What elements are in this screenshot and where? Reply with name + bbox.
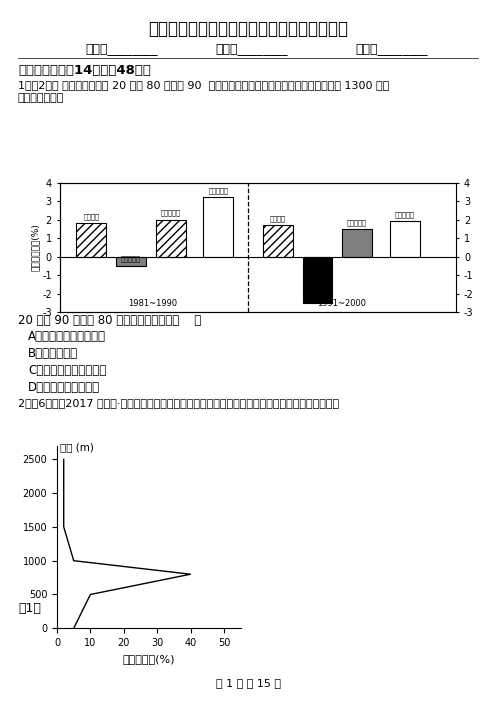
Text: 海拔 (m): 海拔 (m) (61, 442, 94, 452)
Y-axis label: 人口年变化率(%): 人口年变化率(%) (30, 223, 39, 272)
Bar (303, 257, 332, 303)
Text: 第 1 页 共 15 页: 第 1 页 共 15 页 (215, 678, 281, 688)
Bar (156, 220, 186, 257)
Text: 姓名：________: 姓名：________ (85, 42, 158, 55)
Text: 班级：________: 班级：________ (215, 42, 288, 55)
Text: 1．（2分） 下图示意某城市 20 世纪 80 年代和 90  年代平均人口年变化率，当前该城市中人口约 1300 万，: 1．（2分） 下图示意某城市 20 世纪 80 年代和 90 年代平均人口年变化… (18, 80, 389, 90)
Bar (263, 225, 293, 257)
Text: 总人口增长: 总人口增长 (208, 187, 228, 194)
Text: 自然增长: 自然增长 (270, 216, 286, 222)
Text: 山东省莱芜市高一下学期第一次月考地理试题: 山东省莱芜市高一下学期第一次月考地理试题 (148, 20, 348, 38)
Text: 成绩：________: 成绩：________ (355, 42, 428, 55)
Text: 自然增长: 自然增长 (83, 213, 99, 220)
Text: 国内迁出差: 国内迁出差 (121, 255, 141, 262)
Text: A．总人口增长速度加快: A．总人口增长速度加快 (28, 330, 106, 343)
X-axis label: 人口百分比(%): 人口百分比(%) (123, 654, 175, 663)
Bar (390, 222, 420, 257)
Text: D．人口净迁入量减少: D．人口净迁入量减少 (28, 381, 100, 394)
Text: 国内迁出差: 国内迁出差 (308, 292, 327, 299)
Text: 1981~1990: 1981~1990 (128, 299, 178, 307)
Text: 总人口增长: 总人口增长 (395, 211, 415, 218)
Bar (76, 223, 106, 257)
Text: 2．（6分）（2017 高二下·崇义月考）读「某地区人口分布与海拔高度相关示意图」，回答下列各题：: 2．（6分）（2017 高二下·崇义月考）读「某地区人口分布与海拔高度相关示意图… (18, 398, 339, 408)
Bar (116, 257, 146, 266)
Text: B．总人口减少: B．总人口减少 (28, 347, 78, 360)
Bar (203, 197, 233, 257)
Text: 20 世纪 90 年代和 80 年代相比，该城市（    ）: 20 世纪 90 年代和 80 年代相比，该城市（ ） (18, 314, 201, 327)
Text: 国际迁出差: 国际迁出差 (161, 210, 181, 216)
Text: 据此完成此题。: 据此完成此题。 (18, 93, 64, 103)
Bar (342, 229, 372, 257)
Text: （1）: （1） (18, 602, 41, 615)
Text: C．人口自然增长率降低: C．人口自然增长率降低 (28, 364, 106, 377)
Text: 国际迁出差: 国际迁出差 (347, 219, 367, 225)
Text: 一、选择题（具14题；共48分）: 一、选择题（具14题；共48分） (18, 64, 151, 77)
Text: 1991~2000: 1991~2000 (317, 299, 366, 307)
